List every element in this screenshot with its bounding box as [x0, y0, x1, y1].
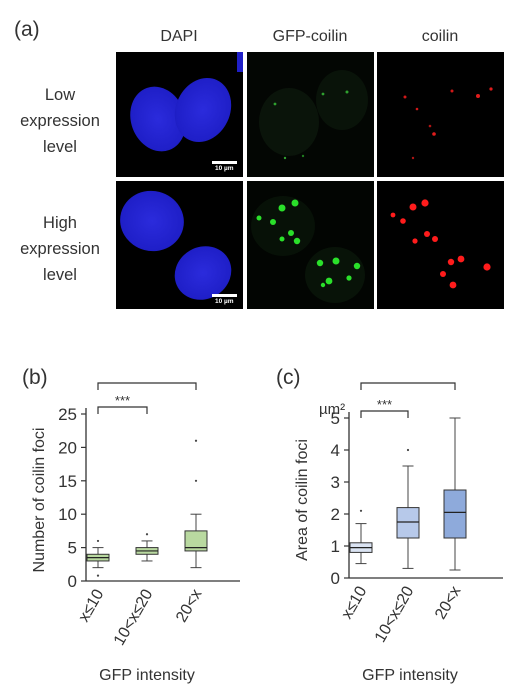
scale-bar	[212, 294, 237, 297]
outlier-point	[194, 479, 198, 482]
dapi-nuclei-low	[130, 52, 243, 152]
coilin-dots-high	[390, 199, 491, 289]
column-header-coilin: coilin	[421, 28, 459, 45]
column-header-dapi: DAPI	[160, 28, 198, 45]
coilin-dots-low	[403, 87, 493, 160]
image-coilin-low	[377, 52, 504, 177]
significance-bracket	[97, 382, 197, 390]
significance-stars: ***	[377, 397, 392, 412]
box	[184, 530, 208, 552]
y-tick-label: 0	[331, 569, 340, 588]
x-axis-label: GFP intensity	[99, 667, 195, 684]
row-label-low-expression: Low expression level	[4, 82, 116, 160]
x-tick-label: 20<x	[432, 584, 464, 623]
significance-stars: ***	[115, 393, 130, 408]
y-tick-label: 2	[331, 505, 340, 524]
image-dapi-high: 10 µm	[116, 181, 243, 309]
row-label-line: expression	[20, 240, 100, 258]
image-gfp-low	[247, 52, 374, 177]
y-tick-label: 5	[331, 409, 340, 428]
panel-a-label: (a)	[14, 18, 40, 41]
significance-stars: ***	[400, 380, 415, 384]
y-tick-label: 20	[58, 438, 77, 457]
row-label-line: level	[43, 266, 77, 284]
y-tick-label: 10	[58, 505, 77, 524]
x-tick-label: 20<x	[173, 587, 205, 626]
scale-bar	[212, 161, 237, 164]
outlier-point	[194, 439, 198, 442]
unit-label: µm²	[319, 401, 345, 418]
x-tick-label: x≤10	[75, 586, 107, 625]
row-label-line: level	[43, 138, 77, 156]
outlier-point	[96, 574, 100, 577]
y-tick-label: 0	[68, 572, 77, 591]
chart-b: Number of coilin foci GFP intensity 0 5 10…	[31, 380, 240, 684]
y-tick-label: 1	[331, 537, 340, 556]
y-tick-label: 25	[58, 405, 77, 424]
image-gfp-high	[247, 181, 374, 309]
x-tick-label: x≤10	[338, 583, 370, 622]
panel-c-label: (c)	[276, 366, 301, 389]
image-coilin-high	[377, 181, 504, 309]
y-axis-label: Area of coilin foci	[294, 439, 311, 561]
chart-c: µm² Area of coilin foci GFP intensity 0 1…	[294, 380, 503, 684]
y-axis-label: Number of coilin foci	[31, 428, 48, 573]
significance-bracket	[97, 406, 148, 414]
y-tick-label: 4	[331, 441, 340, 460]
y-tick-label: 15	[58, 472, 77, 491]
box	[443, 489, 467, 539]
scale-bar-label: 10 µm	[215, 298, 234, 305]
significance-stars: ***	[139, 380, 154, 384]
row-label-line: expression	[20, 112, 100, 130]
image-dapi-low: 10 µm	[116, 52, 243, 177]
outlier-point	[406, 448, 410, 452]
x-axis-label: GFP intensity	[362, 667, 458, 684]
outlier-point	[145, 533, 149, 536]
y-tick-label: 5	[68, 539, 77, 558]
gfp-dots-high	[251, 196, 365, 303]
x-tick-label: 10<x≤20	[111, 586, 157, 648]
row-label-line: High	[43, 214, 77, 232]
panel-b-label: (b)	[22, 366, 48, 389]
significance-bracket	[360, 410, 409, 418]
row-label-high-expression: High expression level	[4, 210, 116, 288]
x-tick-label: 10<x≤20	[372, 583, 418, 645]
column-header-gfp-coilin: GFP-coilin	[272, 28, 348, 45]
box	[396, 507, 420, 539]
scale-bar-label: 10 µm	[215, 165, 234, 172]
dapi-nuclei-high	[120, 190, 232, 300]
outlier-point	[359, 509, 363, 512]
significance-bracket	[360, 382, 456, 390]
gfp-dots-low	[259, 70, 368, 160]
outlier-point	[96, 539, 100, 543]
row-label-line: Low	[44, 86, 76, 104]
y-tick-label: 3	[331, 473, 340, 492]
